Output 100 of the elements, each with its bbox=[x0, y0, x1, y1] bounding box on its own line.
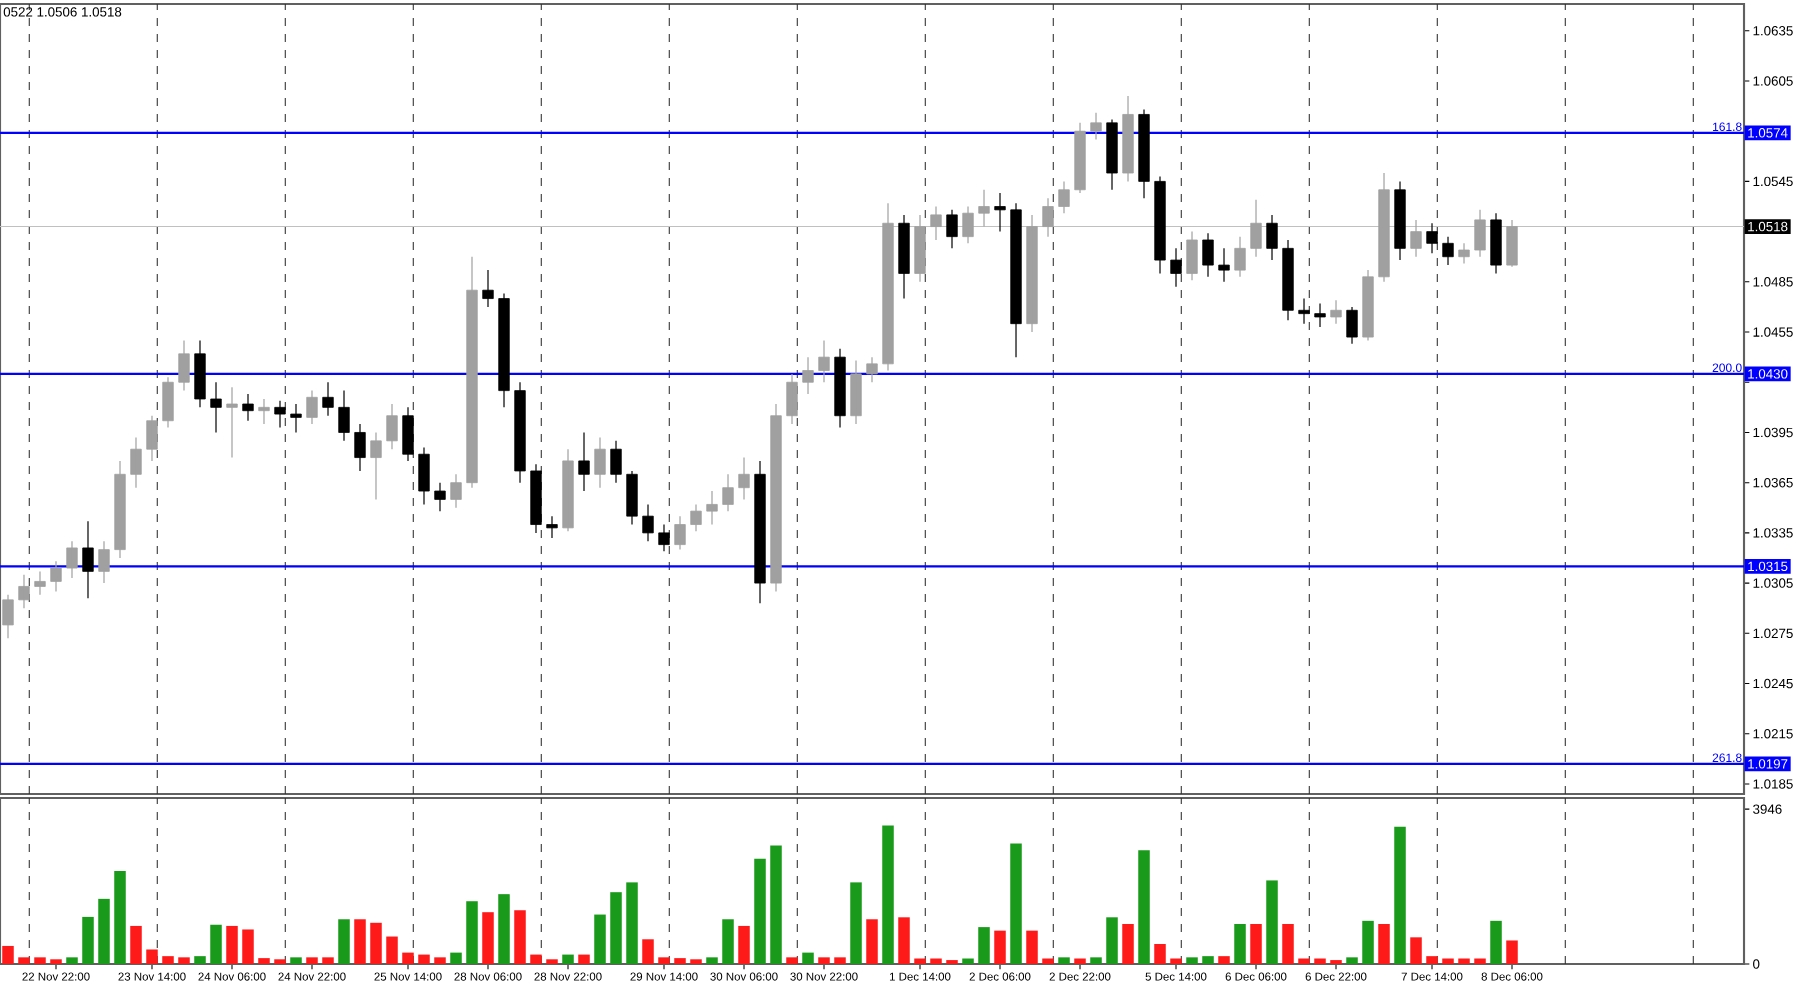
bar bbox=[802, 952, 814, 965]
bar bbox=[386, 936, 398, 965]
candlestick bbox=[242, 393, 254, 422]
candlestick bbox=[1202, 232, 1214, 278]
bar bbox=[578, 954, 590, 965]
bar bbox=[114, 871, 126, 965]
bar bbox=[1314, 958, 1326, 965]
candlestick bbox=[1170, 247, 1182, 288]
bar bbox=[866, 919, 878, 965]
bar bbox=[738, 925, 750, 965]
bar bbox=[1234, 923, 1246, 965]
candlestick bbox=[402, 406, 414, 462]
candlestick bbox=[1234, 236, 1246, 278]
candlestick bbox=[194, 339, 206, 408]
candlestick bbox=[978, 189, 990, 228]
bar bbox=[1010, 843, 1022, 965]
bar bbox=[130, 925, 142, 965]
candlestick bbox=[930, 205, 942, 241]
bar bbox=[434, 957, 446, 965]
bar bbox=[914, 958, 926, 965]
bar bbox=[98, 898, 110, 965]
bar bbox=[1250, 923, 1262, 965]
bar bbox=[1138, 850, 1150, 965]
bar bbox=[1042, 958, 1054, 965]
candlestick bbox=[818, 339, 830, 383]
bar bbox=[690, 959, 702, 965]
bar bbox=[146, 949, 158, 965]
candlestick bbox=[1506, 219, 1518, 268]
bar bbox=[962, 958, 974, 965]
candlestick bbox=[1330, 299, 1342, 325]
bar bbox=[994, 930, 1006, 965]
candlestick bbox=[546, 515, 558, 539]
bar bbox=[1154, 943, 1166, 965]
bar bbox=[82, 916, 94, 965]
bar bbox=[1202, 956, 1214, 965]
candlestick bbox=[2, 594, 14, 639]
candlestick bbox=[1090, 112, 1102, 141]
bar bbox=[450, 952, 462, 965]
bar bbox=[226, 925, 238, 965]
candlestick bbox=[1106, 118, 1118, 191]
bar bbox=[658, 957, 670, 965]
candlestick bbox=[562, 448, 574, 532]
bar bbox=[754, 858, 766, 965]
bar bbox=[18, 957, 30, 965]
bar bbox=[466, 901, 478, 965]
bar bbox=[930, 958, 942, 965]
bar bbox=[498, 894, 510, 965]
bar bbox=[50, 959, 62, 965]
candlestick bbox=[1458, 242, 1470, 265]
bar bbox=[594, 914, 606, 965]
bar bbox=[514, 910, 526, 965]
candlestick bbox=[706, 490, 718, 526]
bar bbox=[1474, 958, 1486, 965]
bar bbox=[290, 957, 302, 965]
bar bbox=[210, 924, 222, 965]
candlestick bbox=[578, 431, 590, 492]
candlestick bbox=[1410, 219, 1422, 258]
candlestick bbox=[450, 473, 462, 509]
candlestick bbox=[1218, 247, 1230, 283]
bar bbox=[242, 929, 254, 965]
candlestick bbox=[1058, 180, 1070, 214]
bar bbox=[482, 912, 494, 965]
candlestick bbox=[658, 523, 670, 552]
bar bbox=[722, 919, 734, 965]
candlestick bbox=[146, 415, 158, 462]
bar bbox=[1506, 940, 1518, 965]
bar bbox=[1186, 957, 1198, 965]
bar bbox=[338, 919, 350, 965]
bar bbox=[1298, 958, 1310, 965]
bar bbox=[562, 954, 574, 965]
bar bbox=[1442, 958, 1454, 965]
candlestick bbox=[1186, 231, 1198, 281]
bar bbox=[786, 957, 798, 965]
bar bbox=[1074, 958, 1086, 965]
bar bbox=[34, 957, 46, 965]
bar bbox=[642, 939, 654, 965]
bar bbox=[1170, 958, 1182, 965]
bar bbox=[546, 959, 558, 965]
bar bbox=[1026, 930, 1038, 965]
candlestick bbox=[34, 570, 46, 596]
bar bbox=[258, 958, 270, 965]
bar bbox=[1490, 920, 1502, 965]
bar bbox=[274, 959, 286, 965]
candlestick bbox=[98, 540, 110, 584]
candlestick bbox=[210, 381, 222, 434]
bar bbox=[1218, 956, 1230, 965]
bar bbox=[1458, 958, 1470, 965]
candlestick bbox=[866, 356, 878, 383]
candlestick bbox=[322, 381, 334, 417]
candlestick bbox=[290, 403, 302, 434]
bar bbox=[626, 882, 638, 965]
bar bbox=[1058, 957, 1070, 965]
bar bbox=[2, 945, 14, 965]
candlestick bbox=[1314, 302, 1326, 328]
bar bbox=[178, 957, 190, 965]
candlestick bbox=[1426, 222, 1438, 254]
candlestick bbox=[994, 192, 1006, 233]
bar bbox=[706, 957, 718, 965]
bar bbox=[1266, 880, 1278, 965]
candlestick bbox=[946, 209, 958, 249]
